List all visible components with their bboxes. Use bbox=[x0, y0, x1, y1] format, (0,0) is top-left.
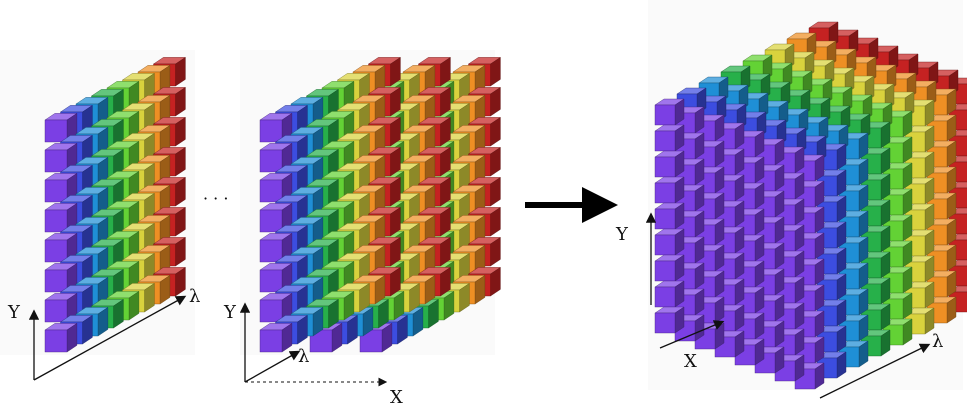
voxel bbox=[44, 119, 68, 143]
ellipsis-text: · · · bbox=[203, 189, 228, 208]
voxel bbox=[259, 269, 283, 293]
voxel bbox=[259, 299, 283, 323]
middle-y-label: Y bbox=[223, 302, 237, 323]
voxel bbox=[44, 239, 68, 263]
left-y-label: Y bbox=[7, 302, 21, 323]
voxel bbox=[654, 182, 676, 204]
voxel bbox=[44, 329, 68, 353]
middle-lambda-label: λ bbox=[298, 346, 309, 367]
middle-x-label: X bbox=[390, 387, 403, 408]
hyperspectral-cube bbox=[654, 21, 967, 390]
voxel bbox=[44, 209, 68, 233]
voxel bbox=[654, 286, 676, 308]
voxel bbox=[259, 239, 283, 263]
left-lambda-label: λ bbox=[189, 286, 200, 307]
stacked-band-slices bbox=[259, 57, 502, 353]
right-axes: Y X λ bbox=[615, 212, 943, 399]
voxel bbox=[654, 208, 676, 230]
voxel bbox=[654, 260, 676, 282]
voxel bbox=[259, 149, 283, 173]
voxel bbox=[259, 119, 283, 143]
right-y-label: Y bbox=[615, 224, 629, 245]
voxel bbox=[44, 269, 68, 293]
voxel bbox=[259, 209, 283, 233]
right-lambda-label: λ bbox=[932, 331, 943, 352]
voxel bbox=[654, 130, 676, 152]
left-axes: Y λ bbox=[7, 286, 200, 381]
middle-axes: Y λ X bbox=[223, 302, 403, 408]
voxel bbox=[44, 149, 68, 173]
single-band-slice bbox=[44, 57, 187, 353]
voxel bbox=[654, 156, 676, 178]
right-x-label: X bbox=[684, 351, 697, 372]
voxel bbox=[654, 104, 676, 126]
voxel bbox=[44, 179, 68, 203]
voxel bbox=[259, 179, 283, 203]
voxel bbox=[44, 299, 68, 323]
voxel bbox=[654, 312, 676, 334]
voxel bbox=[654, 234, 676, 256]
voxel bbox=[259, 329, 283, 353]
